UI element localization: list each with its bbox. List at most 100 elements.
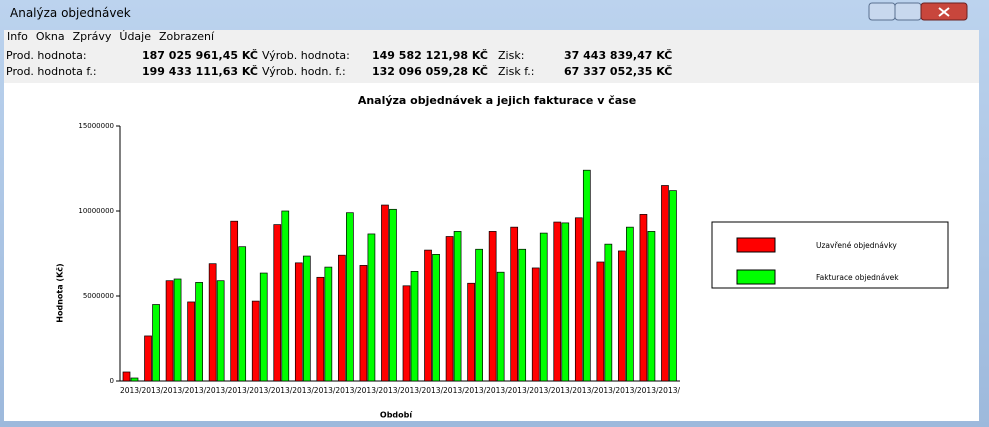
x-tick-label: 2013/ (378, 386, 400, 395)
bar (561, 222, 570, 382)
stat-value: 132 096 059,28 KČ (372, 65, 488, 78)
stat-label: Výrob. hodn. f.: (262, 65, 346, 78)
stat-value: 37 443 839,47 KČ (564, 49, 673, 62)
bar (582, 169, 591, 382)
bar (281, 210, 290, 382)
stat-label: Výrob. hodnota: (262, 49, 350, 62)
bar (669, 190, 677, 382)
bar (510, 226, 519, 382)
minimize-button[interactable] (868, 2, 896, 21)
x-tick-label: 2013/ (206, 386, 228, 395)
y-tick-label: 10000000 (78, 207, 114, 215)
x-tick-label: 2013/ (658, 386, 680, 395)
bar (424, 249, 432, 382)
bar (661, 185, 669, 382)
bar (453, 231, 462, 382)
bar (122, 371, 131, 382)
x-tick-label: 2013/ (421, 386, 443, 395)
x-tick-label: 2013/ (163, 386, 185, 395)
stat-label: Prod. hodnota f.: (6, 65, 97, 78)
bar (445, 236, 454, 382)
bar (626, 226, 634, 382)
stat-value: 67 337 052,35 KČ (564, 65, 673, 78)
bar (208, 263, 217, 382)
bar (302, 255, 311, 382)
bar (553, 221, 562, 382)
x-tick-label: 2013/ (271, 386, 293, 395)
bar (639, 214, 648, 382)
y-tick-label: 5000000 (83, 292, 114, 300)
chart-title: Analýza objednávek a jejich fakturace v … (358, 94, 636, 107)
x-tick-label: 2013/ (508, 386, 530, 395)
x-tick-label: 2013/ (551, 386, 573, 395)
legend-label: Fakturace objednávek (816, 273, 899, 282)
x-tick-label: 2013/ (400, 386, 422, 395)
menu-item[interactable]: Údaje (119, 30, 151, 43)
y-tick-label: 0 (110, 377, 114, 385)
bar (467, 282, 475, 382)
stat-value: 187 025 961,45 KČ (142, 49, 258, 62)
bar (359, 265, 368, 382)
x-tick-label: 2013/ (120, 386, 142, 395)
x-axis-label: Období (380, 411, 413, 420)
x-tick-label: 2013/ (443, 386, 465, 395)
menu-item[interactable]: Okna (35, 30, 65, 43)
legend-label: Uzavřené objednávky (816, 241, 897, 250)
x-tick-label: 2013/ (594, 386, 616, 395)
bar (259, 272, 268, 382)
stats-panel: Prod. hodnota: 187 025 961,45 KČ Výrob. ho… (4, 45, 979, 83)
x-tick-label: 2013/ (141, 386, 163, 395)
bar (496, 271, 505, 382)
menu-bar: Info Okna Zprávy Údaje Zobrazení (4, 30, 979, 45)
menu-item[interactable]: Info (7, 30, 28, 43)
x-tick-label: 2013/ (572, 386, 594, 395)
bar (251, 300, 260, 382)
window-controls (868, 2, 968, 21)
x-tick-label: 2013/ (314, 386, 336, 395)
bar (604, 243, 613, 382)
x-tick-label: 2013/ (465, 386, 487, 395)
legend-swatch (736, 269, 776, 285)
bar (367, 233, 376, 382)
bar (475, 248, 483, 382)
bar (518, 248, 527, 382)
y-tick-label: 15000000 (78, 122, 114, 130)
bar (432, 254, 440, 382)
bar (294, 262, 303, 382)
bar (144, 335, 152, 382)
bar (173, 278, 182, 382)
stat-value: 149 582 121,98 KČ (372, 49, 488, 62)
stat-value: 199 433 111,63 KČ (142, 65, 258, 78)
bar (574, 217, 583, 382)
x-tick-label: 2013/ (529, 386, 551, 395)
x-tick-label: 2013/ (249, 386, 271, 395)
bar (238, 246, 247, 382)
bar (324, 266, 333, 382)
bar (152, 304, 160, 382)
menu-item[interactable]: Zprávy (72, 30, 112, 43)
legend-swatch (736, 237, 776, 253)
bar (230, 220, 239, 382)
bar (130, 377, 139, 382)
y-axis-label: Hodnota (Kč) (55, 263, 65, 322)
maximize-button[interactable] (894, 2, 922, 21)
bar (216, 280, 225, 382)
bar (402, 285, 411, 382)
bar (647, 231, 656, 382)
bar (381, 204, 389, 382)
x-tick-label: 2013/ (228, 386, 250, 395)
x-tick-label: 2013/ (486, 386, 508, 395)
stat-label: Prod. hodnota: (6, 49, 87, 62)
x-tick-label: 2013/ (292, 386, 314, 395)
chart: Analýza objednávek a jejich fakturace v … (55, 94, 949, 420)
bar (165, 280, 174, 382)
x-tick-label: 2013/ (185, 386, 207, 395)
x-tick-label: 2013/ (335, 386, 357, 395)
stat-label: Zisk: (498, 49, 525, 62)
menu-item[interactable]: Zobrazení (159, 30, 215, 43)
stat-label: Zisk f.: (498, 65, 535, 78)
window-title: Analýza objednávek (10, 6, 131, 20)
bar (618, 250, 626, 382)
bar (488, 231, 497, 382)
